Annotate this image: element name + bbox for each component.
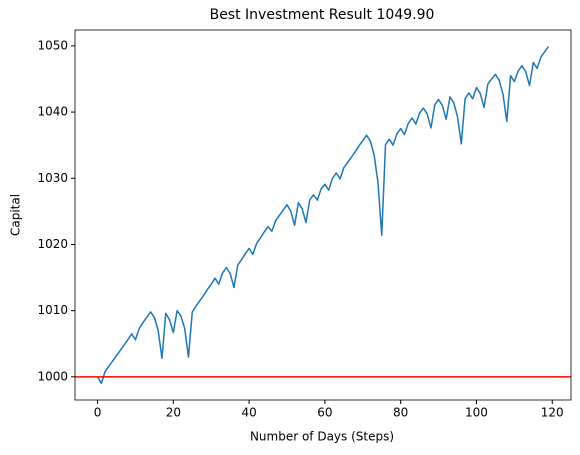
y-axis-label: Capital: [9, 194, 23, 236]
axes-frame: [74, 29, 572, 401]
x-tick-label: 60: [317, 406, 332, 420]
y-tick-label: 1050: [37, 38, 68, 52]
y-tick-label: 1040: [37, 105, 68, 119]
x-axis-label: Number of Days (Steps): [250, 430, 394, 444]
y-tick-label: 1000: [37, 369, 68, 383]
x-tick-label: 80: [393, 406, 408, 420]
y-tick-label: 1010: [37, 303, 68, 317]
x-tick-label: 0: [94, 406, 102, 420]
line-series: [96, 46, 550, 385]
x-tick-label: 120: [541, 406, 564, 420]
chart-title: Best Investment Result 1049.90: [210, 7, 435, 23]
x-tick-label: 20: [166, 406, 181, 420]
x-tick-label: 40: [241, 406, 256, 420]
x-tick-label: 100: [465, 406, 488, 420]
y-tick-label: 1020: [37, 237, 68, 251]
y-tick-label: 1030: [37, 171, 68, 185]
